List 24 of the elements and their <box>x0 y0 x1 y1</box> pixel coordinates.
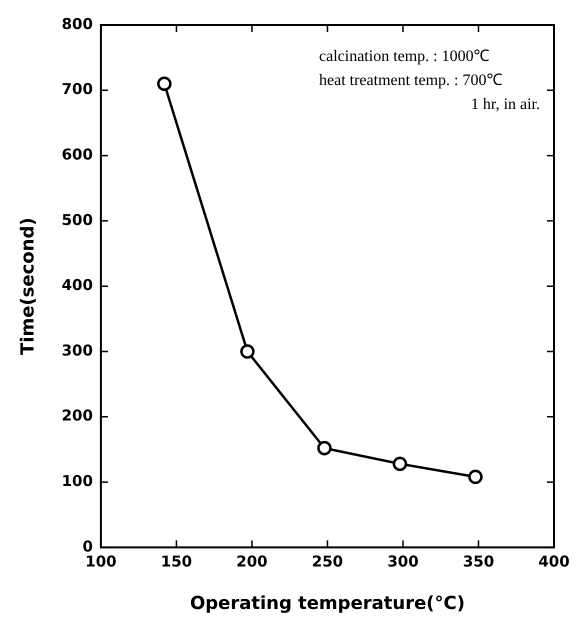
point <box>240 344 255 359</box>
y-axis-title: Time(second) <box>17 217 38 355</box>
annotation: calcination temp. : 1000℃ <box>319 48 490 66</box>
y-tick-label: 400 <box>62 276 93 294</box>
y-tick-label: 200 <box>62 406 93 425</box>
x-tick-label: 400 <box>538 552 570 570</box>
point <box>392 456 408 472</box>
x-axis-title: Operating temperature(°C) <box>190 592 465 614</box>
x-tick-label: 200 <box>236 552 268 570</box>
y-tick-label: 600 <box>62 145 93 164</box>
y-tick-label: 100 <box>62 472 93 490</box>
y-tick-label: 700 <box>62 80 93 98</box>
annotation: 1 hr, in air. <box>470 96 540 114</box>
y-tick-label: 800 <box>62 14 93 33</box>
x-tick-label: 150 <box>160 552 192 570</box>
point <box>317 440 332 456</box>
x-tick-label: 350 <box>462 552 494 570</box>
x-tick-label: 250 <box>312 552 344 570</box>
point <box>468 470 483 484</box>
x-tick-label: 300 <box>387 552 419 570</box>
y-tick-label: 500 <box>62 210 93 229</box>
y-tick-label: 300 <box>62 341 93 360</box>
point <box>157 76 172 92</box>
annotation: heat treatment temp. : 700℃ <box>319 72 502 90</box>
